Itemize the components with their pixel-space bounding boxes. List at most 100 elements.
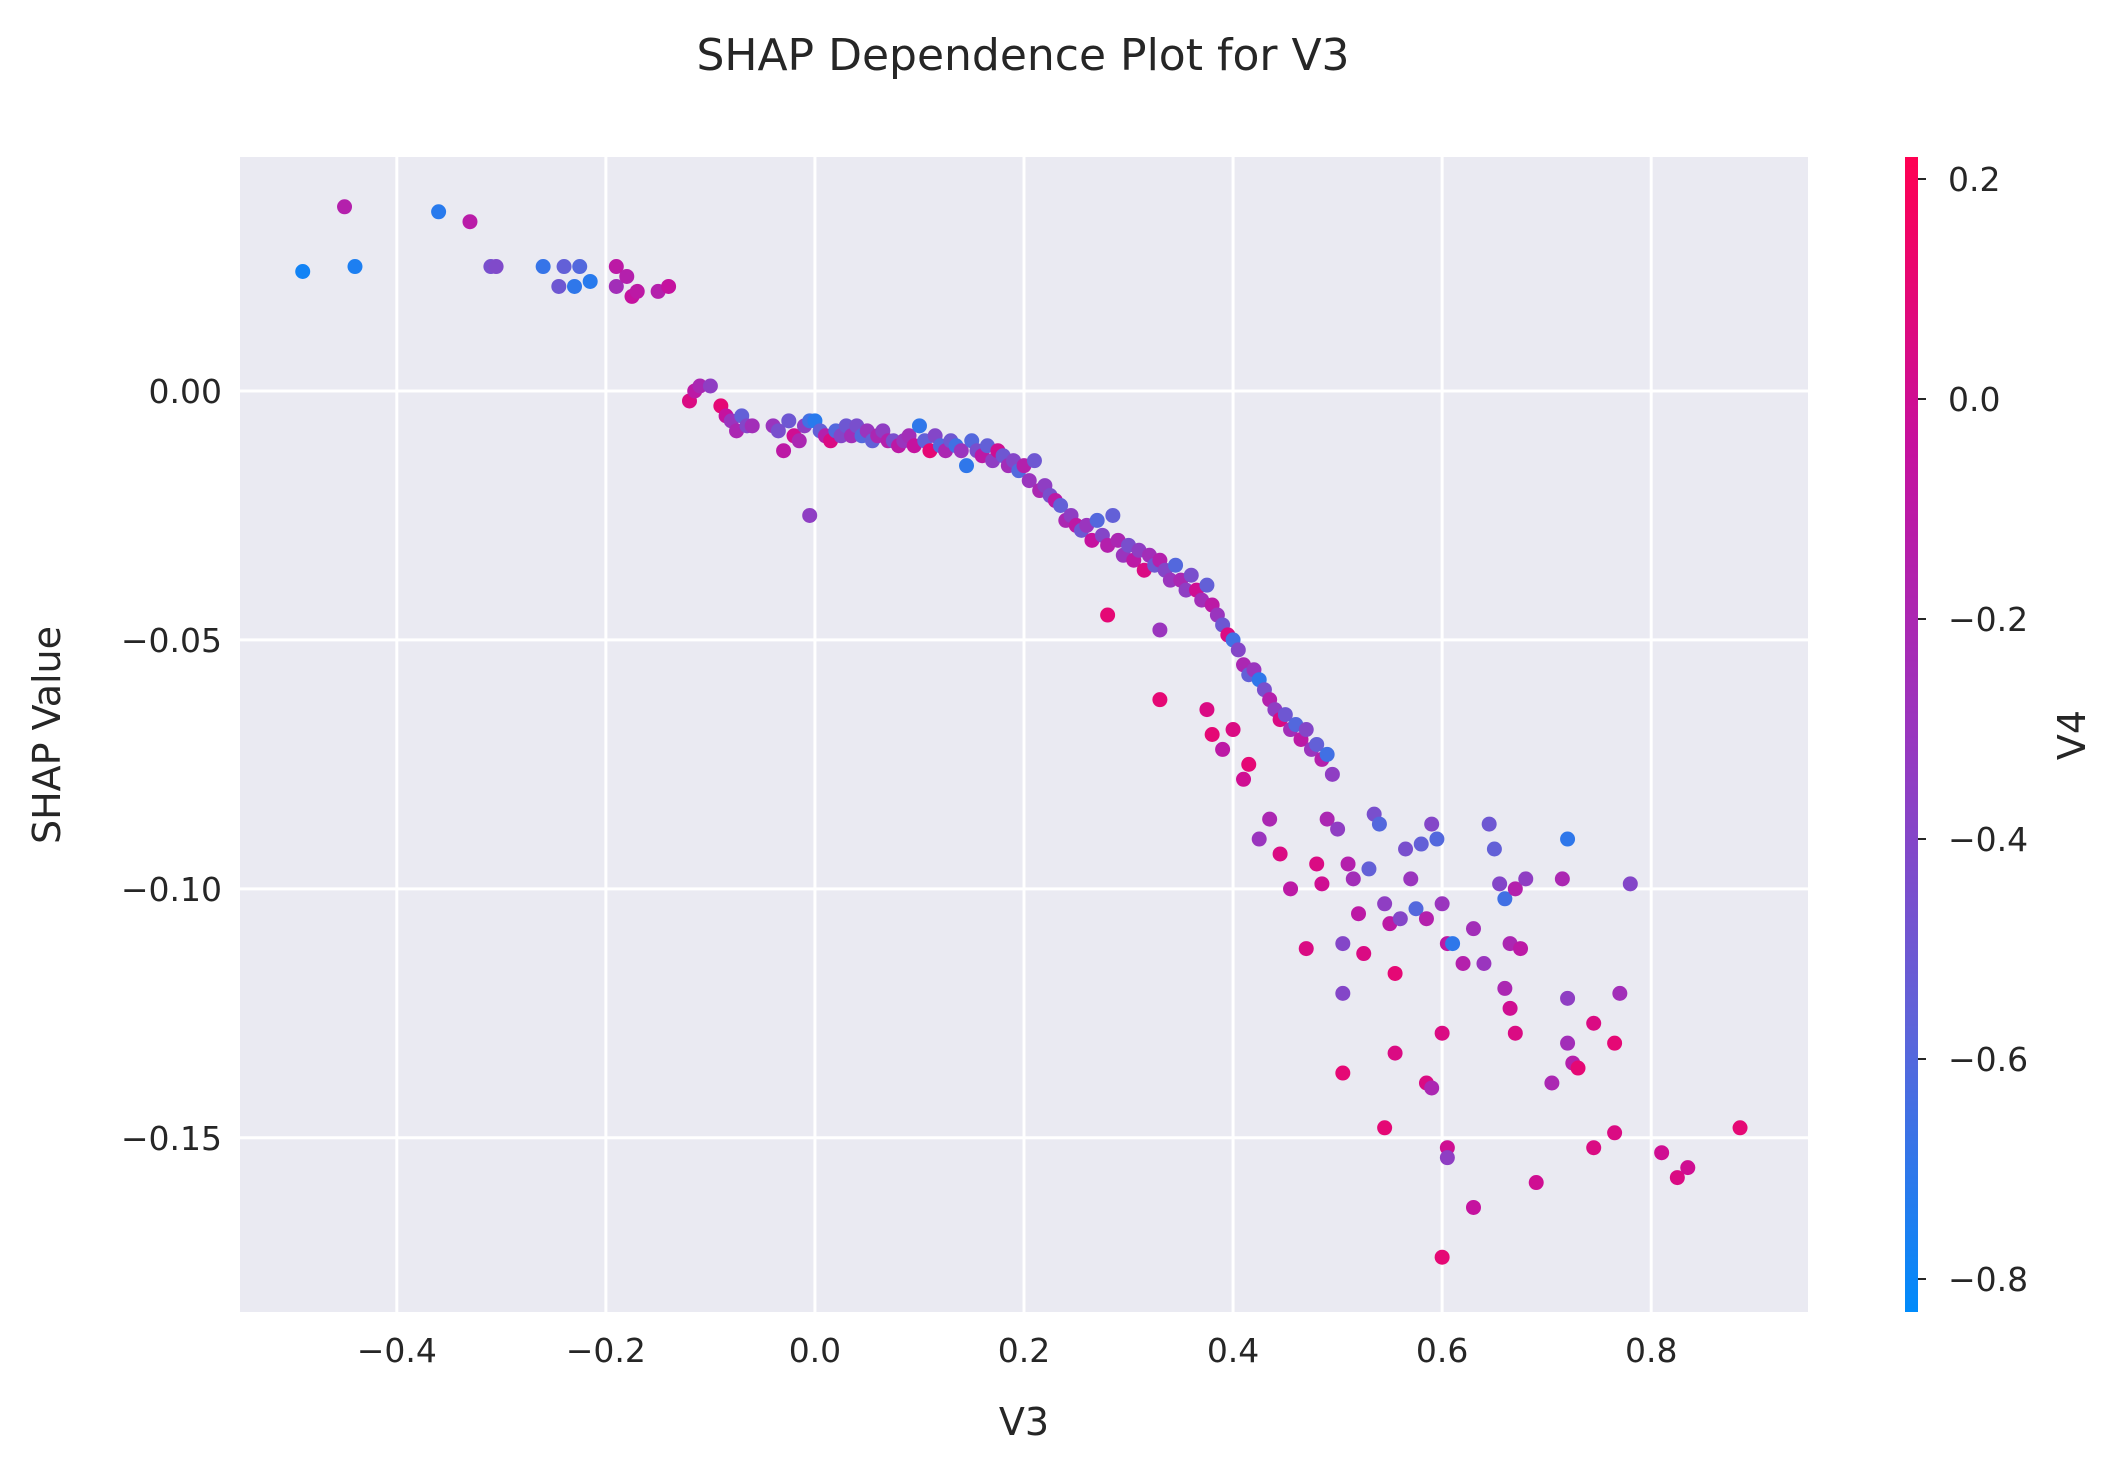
scatter-point bbox=[1732, 1120, 1748, 1136]
scatter-point bbox=[959, 458, 975, 474]
x-tick-label: 0.4 bbox=[1207, 1331, 1259, 1370]
scatter-point bbox=[1345, 871, 1361, 887]
scatter-point bbox=[1612, 985, 1628, 1001]
scatter-point bbox=[1225, 722, 1241, 738]
scatter-point bbox=[1518, 871, 1534, 887]
scatter-point bbox=[1507, 881, 1523, 897]
scatter-point bbox=[1021, 473, 1037, 489]
scatter-point bbox=[1424, 1080, 1440, 1096]
chart-title: SHAP Dependence Plot for V3 bbox=[696, 30, 1349, 81]
scatter-point bbox=[1377, 896, 1393, 912]
scatter-point bbox=[1183, 567, 1199, 583]
colorbar bbox=[1905, 157, 1918, 1312]
scatter-point bbox=[1403, 871, 1419, 887]
scatter-point bbox=[567, 278, 583, 294]
scatter-point bbox=[1178, 582, 1194, 598]
scatter-point bbox=[661, 278, 677, 294]
scatter-point bbox=[1319, 746, 1335, 762]
scatter-point bbox=[608, 259, 624, 275]
x-tick-label: 0.2 bbox=[998, 1331, 1050, 1370]
scatter-point bbox=[1434, 1249, 1450, 1265]
scatter-point bbox=[1607, 1125, 1623, 1141]
colorbar-tick-label: −0.4 bbox=[1948, 820, 2028, 859]
scatter-point bbox=[551, 278, 567, 294]
scatter-point bbox=[1204, 727, 1220, 742]
scatter-point bbox=[781, 413, 797, 429]
x-axis-label: V3 bbox=[999, 1400, 1049, 1444]
scatter-point bbox=[1497, 980, 1513, 996]
scatter-point bbox=[1486, 841, 1502, 857]
scatter-point bbox=[556, 259, 572, 275]
scatter-point bbox=[1481, 816, 1497, 832]
scatter-point bbox=[1262, 811, 1278, 827]
y-tick-label: −0.15 bbox=[121, 1119, 222, 1158]
scatter-point bbox=[1669, 1170, 1685, 1186]
scatter-point bbox=[1434, 896, 1450, 912]
scatter-point bbox=[1387, 965, 1403, 981]
scatter-point bbox=[1476, 956, 1492, 972]
scatter-point bbox=[431, 204, 447, 220]
scatter-point bbox=[1298, 722, 1314, 738]
scatter-point bbox=[953, 443, 969, 459]
scatter-point bbox=[1241, 756, 1257, 772]
scatter-point bbox=[1465, 921, 1481, 937]
scatter-point bbox=[1392, 911, 1408, 927]
scatter-point bbox=[1309, 856, 1325, 872]
scatter-point bbox=[1424, 816, 1440, 832]
scatter-point bbox=[1408, 901, 1424, 917]
scatter-point bbox=[802, 507, 818, 523]
scatter-point bbox=[1586, 1015, 1602, 1031]
scatter-point bbox=[1324, 766, 1340, 782]
y-tick-label: 0.00 bbox=[149, 372, 222, 411]
scatter-point bbox=[1497, 891, 1513, 907]
scatter-point bbox=[744, 418, 760, 434]
scatter-point bbox=[1026, 453, 1042, 469]
scatter-point bbox=[488, 259, 504, 275]
scatter-point bbox=[1199, 702, 1215, 718]
colorbar-ticks: 0.2 0.0 −0.2 −0.4 −0.6 −0.8 bbox=[1918, 160, 2028, 1299]
scatter-point bbox=[1455, 956, 1471, 972]
colorbar-tick-label: 0.0 bbox=[1948, 380, 2000, 419]
colorbar-tick-label: −0.6 bbox=[1948, 1040, 2028, 1079]
scatter-point bbox=[1434, 1025, 1450, 1041]
scatter-point bbox=[791, 433, 807, 449]
x-tick-label: 0.6 bbox=[1416, 1331, 1468, 1370]
colorbar-tick-label: 0.2 bbox=[1948, 160, 2000, 199]
scatter-point bbox=[1356, 946, 1372, 962]
scatter-point bbox=[1199, 577, 1215, 593]
scatter-point bbox=[1314, 876, 1330, 892]
scatter-point bbox=[1507, 1025, 1523, 1041]
scatter-point bbox=[608, 278, 624, 294]
x-tick-label: 0.0 bbox=[789, 1331, 841, 1370]
scatter-point bbox=[572, 259, 588, 275]
scatter-point bbox=[1105, 507, 1121, 523]
scatter-point bbox=[1162, 572, 1178, 588]
scatter-point bbox=[1445, 936, 1461, 952]
scatter-point bbox=[1236, 771, 1252, 787]
scatter-point bbox=[776, 443, 792, 459]
y-tick-label: −0.10 bbox=[121, 870, 222, 909]
scatter-point bbox=[337, 199, 353, 215]
scatter-point bbox=[1251, 831, 1267, 847]
scatter-point bbox=[1554, 871, 1570, 887]
scatter-point bbox=[535, 259, 551, 275]
scatter-point bbox=[1492, 876, 1508, 892]
scatter-point bbox=[582, 273, 598, 289]
scatter-point bbox=[1607, 1035, 1623, 1051]
scatter-point bbox=[1560, 1035, 1576, 1051]
grid-lines bbox=[240, 157, 1808, 1312]
scatter-point bbox=[1560, 831, 1576, 847]
scatter-point bbox=[1439, 1150, 1455, 1166]
scatter-point bbox=[1465, 1199, 1481, 1215]
scatter-point bbox=[1340, 856, 1356, 872]
scatter-point bbox=[1586, 1140, 1602, 1156]
scatter-point bbox=[1330, 821, 1346, 837]
scatter-point bbox=[1283, 881, 1299, 897]
scatter-point bbox=[347, 259, 363, 275]
scatter-point bbox=[1053, 497, 1069, 513]
scatter-point bbox=[1309, 736, 1325, 752]
scatter-point bbox=[1513, 941, 1529, 957]
scatter-point bbox=[1371, 816, 1387, 832]
x-tick-label: 0.8 bbox=[1625, 1331, 1677, 1370]
